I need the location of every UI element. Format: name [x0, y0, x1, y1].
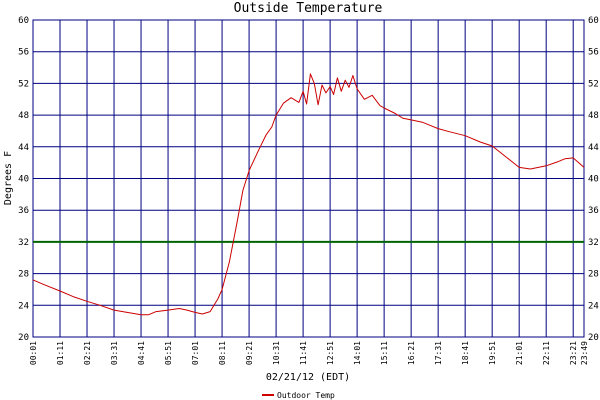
x-tick-1841: 18:41	[461, 341, 470, 365]
chart-title: Outside Temperature	[234, 1, 383, 16]
y-tick-right-20: 20	[588, 333, 599, 343]
y-tick-left-32: 32	[18, 238, 29, 248]
y-tick-left-20: 20	[18, 333, 29, 343]
axes: 20 20 24 24 28 28 32 32 36 36 40 40 44 44 48 48 52 52 56 56…	[18, 16, 599, 365]
legend-label-outdoor-temp: Outdoor Temp	[277, 391, 335, 400]
y-tick-left-56: 56	[18, 48, 29, 58]
x-tick-0701: 07:01	[191, 341, 200, 365]
y-tick-left-44: 44	[18, 143, 29, 153]
y-tick-left-40: 40	[18, 175, 29, 185]
y-tick-left-60: 60	[18, 16, 29, 26]
x-tick-1141: 11:41	[299, 341, 308, 365]
y-axis-label: Degrees F	[3, 151, 14, 205]
y-tick-right-48: 48	[588, 111, 599, 121]
x-tick-0551: 05:51	[164, 341, 173, 365]
x-tick-0441: 04:41	[137, 341, 146, 365]
x-tick-1951: 19:51	[488, 341, 497, 365]
y-tick-right-60: 60	[588, 16, 599, 26]
y-tick-right-52: 52	[588, 79, 599, 89]
y-tick-right-28: 28	[588, 270, 599, 280]
x-tick-1401: 14:01	[353, 341, 362, 365]
y-tick-right-36: 36	[588, 206, 599, 216]
grid	[32, 19, 585, 338]
y-tick-right-40: 40	[588, 175, 599, 185]
y-tick-left-36: 36	[18, 206, 29, 216]
x-tick-1621: 16:21	[407, 341, 416, 365]
plot-area	[32, 73, 585, 316]
x-tick-0921: 09:21	[245, 341, 254, 365]
x-tick-0111: 01:11	[56, 341, 65, 365]
x-axis-label: 02/21/12 (EDT)	[266, 372, 350, 383]
y-tick-left-52: 52	[18, 79, 29, 89]
x-tick-1251: 12:51	[326, 341, 335, 365]
y-tick-right-44: 44	[588, 143, 599, 153]
series-line-outdoor-temp	[32, 73, 585, 316]
y-tick-right-56: 56	[588, 48, 599, 58]
x-tick-2101: 21:01	[515, 341, 524, 365]
y-tick-left-28: 28	[18, 270, 29, 280]
y-tick-left-48: 48	[18, 111, 29, 121]
x-tick-0221: 02:21	[83, 341, 92, 365]
x-tick-0811: 08:11	[218, 341, 227, 365]
x-tick-2211: 22:11	[542, 341, 551, 365]
x-tick-2349: 23:49	[580, 341, 589, 365]
y-tick-right-24: 24	[588, 301, 599, 311]
x-tick-0331: 03:31	[110, 341, 119, 365]
y-tick-left-24: 24	[18, 301, 29, 311]
x-tick-1511: 15:11	[380, 341, 389, 365]
x-tick-1731: 17:31	[434, 341, 443, 365]
x-tick-1031: 10:31	[272, 341, 281, 365]
x-tick-0001: 00:01	[29, 341, 38, 365]
x-tick-2321: 23:21	[569, 341, 578, 365]
legend: Outdoor Temp	[262, 391, 335, 400]
y-tick-right-32: 32	[588, 238, 599, 248]
